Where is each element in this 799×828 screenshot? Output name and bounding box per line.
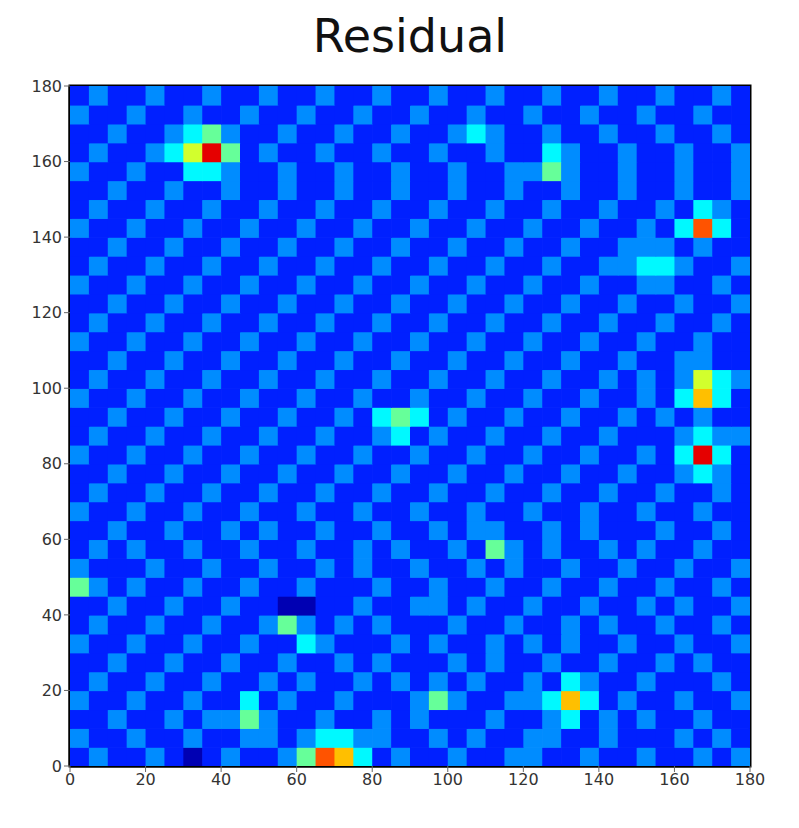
html-text:Residual: Residual [312,9,508,63]
svg-text:60: 60 [42,530,62,549]
svg-text:0: 0 [65,770,75,789]
svg-text:160: 160 [659,770,690,789]
svg-text:0: 0 [52,757,62,776]
svg-text:40: 40 [211,770,231,789]
svg-text:80: 80 [42,454,62,473]
svg-text:40: 40 [42,606,62,625]
svg-text:20: 20 [42,681,62,700]
svg-text:120: 120 [508,770,539,789]
svg-text:60: 60 [286,770,306,789]
svg-text:100: 100 [433,770,464,789]
svg-text:160: 160 [31,152,62,171]
svg-text:140: 140 [584,770,615,789]
svg-text:180: 180 [735,770,766,789]
svg-text:120: 120 [31,303,62,322]
svg-text:20: 20 [135,770,155,789]
svg-text:180: 180 [31,77,62,96]
svg-text:80: 80 [362,770,382,789]
svg-text:140: 140 [31,228,62,247]
svg-text:100: 100 [31,379,62,398]
